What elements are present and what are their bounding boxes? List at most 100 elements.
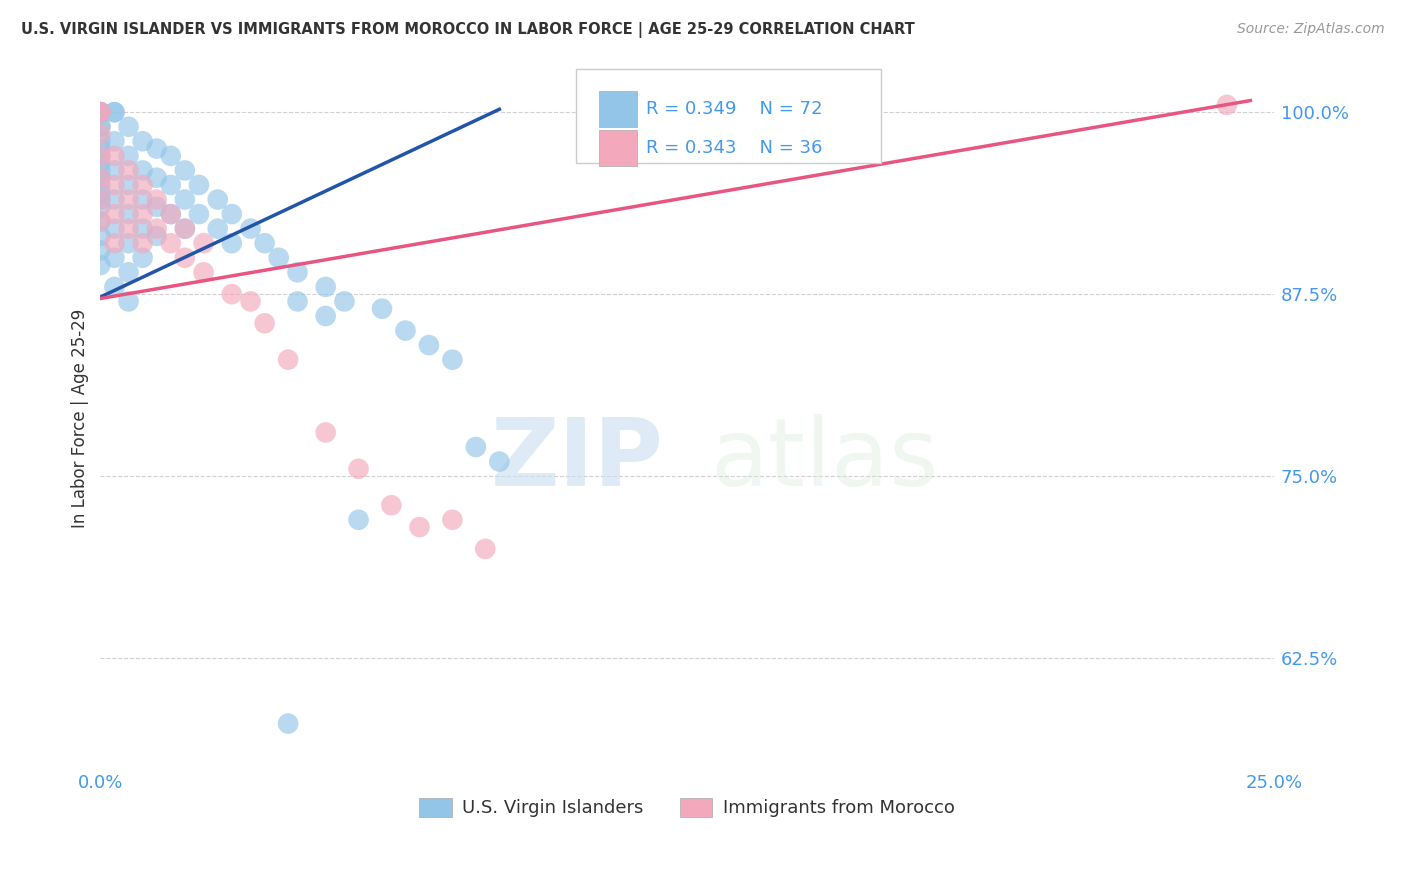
Point [89, 214, 111, 228]
Point [131, 236, 153, 251]
Point [117, 221, 139, 235]
Point [315, 280, 337, 294]
Point [103, 221, 125, 235]
Point [89, 244, 111, 258]
Text: atlas: atlas [710, 414, 939, 506]
Point [347, 462, 370, 476]
Point [173, 163, 195, 178]
Point [89, 120, 111, 134]
Point [441, 513, 464, 527]
Point [239, 294, 262, 309]
Point [89, 105, 111, 120]
Point [187, 207, 209, 221]
Point [89, 105, 111, 120]
Point [117, 120, 139, 134]
Point [131, 251, 153, 265]
Point [207, 193, 229, 207]
Point [89, 258, 111, 272]
Point [89, 105, 111, 120]
Point [131, 134, 153, 148]
Point [187, 178, 209, 192]
Point [347, 513, 370, 527]
Point [117, 193, 139, 207]
Point [464, 440, 486, 454]
Point [103, 178, 125, 192]
Point [173, 193, 195, 207]
Point [287, 294, 309, 309]
Point [145, 193, 167, 207]
Point [408, 520, 430, 534]
Point [159, 236, 181, 251]
Point [89, 149, 111, 163]
Point [239, 221, 262, 235]
Point [89, 170, 111, 185]
Point [89, 178, 111, 192]
Point [131, 193, 153, 207]
Text: ZIP: ZIP [491, 414, 664, 506]
Point [89, 120, 111, 134]
Point [131, 221, 153, 235]
Point [89, 170, 111, 185]
FancyBboxPatch shape [599, 129, 637, 166]
Point [159, 207, 181, 221]
Point [117, 163, 139, 178]
Point [277, 716, 299, 731]
Point [287, 265, 309, 279]
Point [380, 498, 402, 512]
Point [103, 193, 125, 207]
Point [89, 105, 111, 120]
Point [89, 228, 111, 243]
Point [117, 149, 139, 163]
Point [371, 301, 394, 316]
Point [89, 142, 111, 156]
Point [488, 454, 510, 468]
Point [253, 236, 276, 251]
Point [394, 324, 416, 338]
Text: R = 0.343    N = 36: R = 0.343 N = 36 [645, 139, 823, 157]
Point [89, 193, 111, 207]
Point [89, 149, 111, 163]
Point [173, 221, 195, 235]
Point [89, 200, 111, 214]
Point [253, 316, 276, 330]
Point [117, 236, 139, 251]
Point [103, 105, 125, 120]
Point [315, 425, 337, 440]
Legend: U.S. Virgin Islanders, Immigrants from Morocco: U.S. Virgin Islanders, Immigrants from M… [412, 791, 962, 824]
Point [159, 207, 181, 221]
Point [117, 294, 139, 309]
Point [89, 105, 111, 120]
Point [131, 163, 153, 178]
Point [173, 251, 195, 265]
Point [145, 221, 167, 235]
Point [193, 265, 215, 279]
Point [89, 163, 111, 178]
Point [221, 236, 243, 251]
FancyBboxPatch shape [599, 91, 637, 128]
Point [277, 352, 299, 367]
Text: Source: ZipAtlas.com: Source: ZipAtlas.com [1237, 22, 1385, 37]
Point [207, 221, 229, 235]
Point [89, 134, 111, 148]
Point [103, 105, 125, 120]
Point [103, 134, 125, 148]
Point [145, 170, 167, 185]
Point [145, 228, 167, 243]
Point [103, 280, 125, 294]
Point [89, 156, 111, 170]
Point [333, 294, 356, 309]
Point [315, 309, 337, 323]
Point [193, 236, 215, 251]
Point [89, 186, 111, 200]
Point [103, 236, 125, 251]
Point [117, 265, 139, 279]
Y-axis label: In Labor Force | Age 25-29: In Labor Force | Age 25-29 [72, 309, 89, 527]
Point [159, 178, 181, 192]
Point [474, 541, 496, 556]
Text: U.S. VIRGIN ISLANDER VS IMMIGRANTS FROM MOROCCO IN LABOR FORCE | AGE 25-29 CORRE: U.S. VIRGIN ISLANDER VS IMMIGRANTS FROM … [21, 22, 915, 38]
Point [145, 142, 167, 156]
Point [103, 149, 125, 163]
Point [221, 287, 243, 301]
Point [89, 193, 111, 207]
Point [221, 207, 243, 221]
